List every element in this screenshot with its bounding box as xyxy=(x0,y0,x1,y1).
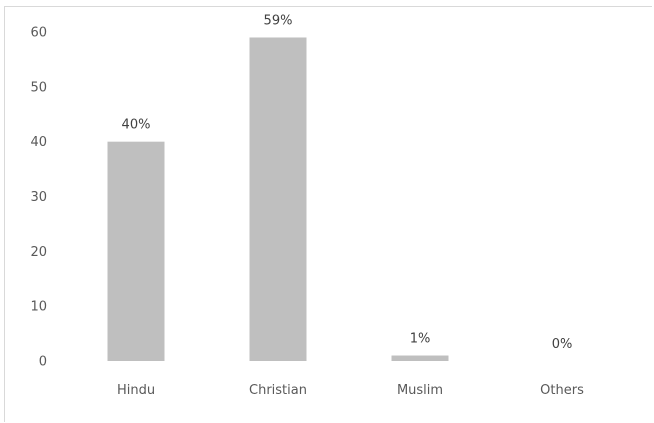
bar-hindu xyxy=(107,141,165,361)
y-tick-label: 10 xyxy=(30,300,47,315)
x-axis: Hindu Christian Muslim Others xyxy=(117,383,584,398)
bars xyxy=(107,37,449,361)
x-category-label: Christian xyxy=(249,383,307,398)
chart-border xyxy=(4,6,652,422)
y-tick-label: 20 xyxy=(30,245,47,260)
data-label-hindu: 40% xyxy=(122,118,151,133)
data-label-others: 0% xyxy=(552,337,573,352)
y-tick-label: 30 xyxy=(30,190,47,205)
x-category-label: Muslim xyxy=(397,383,443,398)
y-tick-label: 60 xyxy=(30,26,47,41)
y-tick-label: 40 xyxy=(30,135,47,150)
y-tick-label: 50 xyxy=(30,80,47,95)
bar-muslim xyxy=(391,355,449,361)
y-axis: 0 10 20 30 40 50 60 xyxy=(30,26,47,370)
data-labels: 40% 59% 1% 0% xyxy=(122,13,573,352)
x-category-label: Others xyxy=(540,383,584,398)
bar-christian xyxy=(249,37,307,361)
data-label-muslim: 1% xyxy=(410,332,431,347)
data-label-christian: 59% xyxy=(264,13,293,28)
x-category-label: Hindu xyxy=(117,383,155,398)
y-tick-label: 0 xyxy=(39,355,47,370)
